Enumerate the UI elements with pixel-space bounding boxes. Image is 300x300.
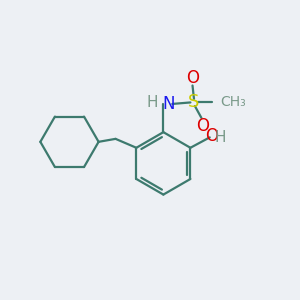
Text: O: O xyxy=(186,69,199,87)
Text: N: N xyxy=(163,95,175,113)
Text: H: H xyxy=(146,95,158,110)
Text: CH₃: CH₃ xyxy=(221,95,247,110)
Text: H: H xyxy=(215,130,226,145)
Text: O: O xyxy=(196,117,209,135)
Text: S: S xyxy=(188,93,200,111)
Text: O: O xyxy=(205,127,218,145)
